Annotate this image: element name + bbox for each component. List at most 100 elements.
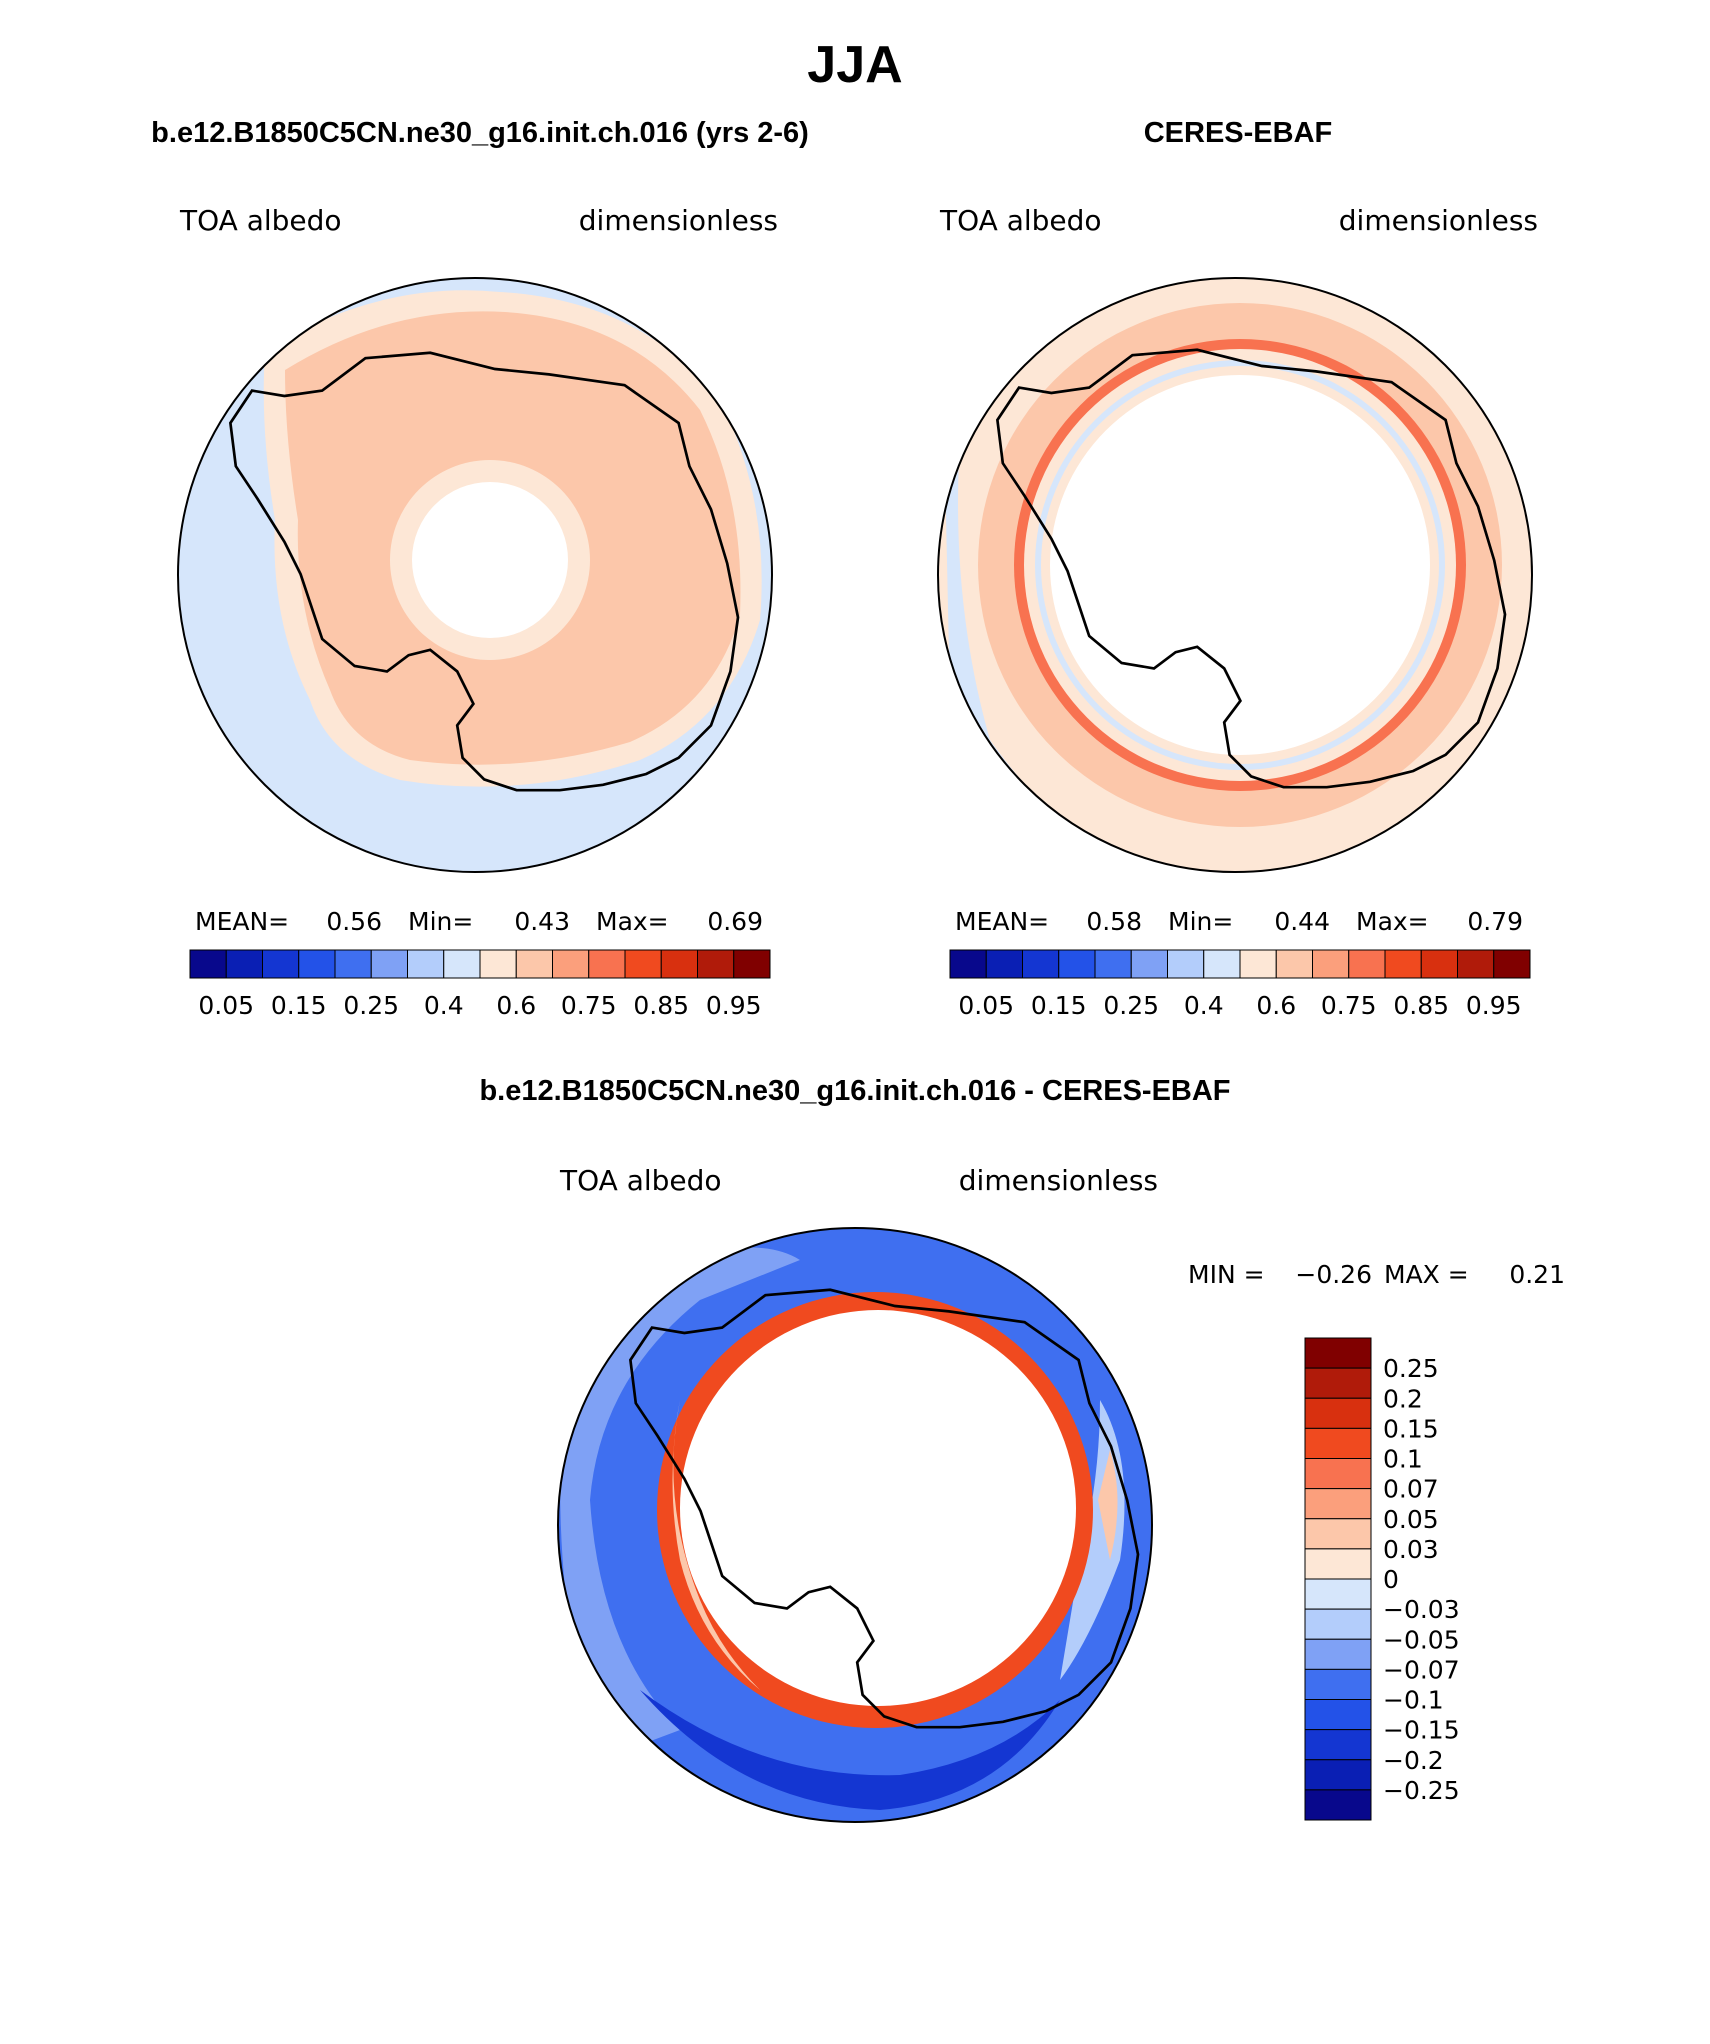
max-label: MAX =: [1384, 1260, 1469, 1289]
colorbar-obs-swatch: [1275, 949, 1313, 979]
colorbar-obs-swatch: [1420, 949, 1458, 979]
colorbar-difference-tick-label: −0.25: [1383, 1776, 1460, 1805]
colorbar-difference-tick-label: 0: [1383, 1565, 1399, 1594]
min-label: Min=: [408, 907, 473, 936]
colorbar-difference-tick-label: 0.25: [1383, 1354, 1439, 1383]
colorbar-difference-swatch: [1304, 1427, 1372, 1459]
max-value: 0.79: [1467, 907, 1523, 936]
colorbar-model-swatch: [262, 949, 300, 979]
max-value: 0.21: [1509, 1260, 1565, 1289]
colorbar-model-tick-label: 0.4: [424, 991, 464, 1020]
colorbar-obs-swatch: [1384, 949, 1422, 979]
colorbar-obs-swatch: [1493, 949, 1531, 979]
colorbar-obs-tick-label: 0.05: [958, 991, 1014, 1020]
colorbar-model-tick-label: 0.85: [633, 991, 689, 1020]
colorbar-model-tick-label: 0.05: [198, 991, 254, 1020]
map-difference: [558, 1228, 1152, 1822]
colorbar-obs-swatch: [949, 949, 987, 979]
colorbar-difference-swatch: [1304, 1458, 1372, 1490]
colorbar-difference-tick-label: 0.07: [1383, 1475, 1439, 1504]
colorbar-obs-swatch: [1167, 949, 1205, 979]
colorbar-difference: 0.250.20.150.10.070.050.030−0.03−0.05 −0.…: [1304, 1337, 1460, 1821]
colorbar-difference-tick-label: 0.1: [1383, 1445, 1423, 1474]
colorbar-model-swatch: [588, 949, 626, 979]
colorbar-model-swatch: [225, 949, 263, 979]
variable-label: TOA albedo: [939, 204, 1102, 237]
colorbar-model-tick-label: 0.15: [271, 991, 327, 1020]
map-border: [177, 277, 773, 873]
colorbar-model: 0.05 0.15 0.25 0.4 0.6 0.75 0.85 0.95: [189, 949, 771, 1020]
units-label: dimensionless: [579, 204, 778, 237]
units-label: dimensionless: [1339, 204, 1538, 237]
colorbar-difference-tick-label: −0.1: [1383, 1686, 1444, 1715]
mean-value: 0.56: [326, 907, 382, 936]
colorbar-difference-tick-label: −0.03: [1383, 1595, 1460, 1624]
colorbar-difference-tick-label: 0.15: [1383, 1414, 1439, 1443]
colorbar-model-swatch: [515, 949, 553, 979]
colorbar-model-tick-label: 0.6: [496, 991, 536, 1020]
colorbar-difference-tick-label: −0.05: [1383, 1625, 1460, 1654]
colorbar-model-swatch: [479, 949, 517, 979]
colorbar-obs: 0.05 0.15 0.25 0.4 0.6 0.75 0.85 0.95: [949, 949, 1531, 1020]
min-value: −0.26: [1295, 1260, 1372, 1289]
colorbar-model-swatch: [370, 949, 408, 979]
colorbar-obs-swatch: [1457, 949, 1495, 979]
colorbar-model-swatch: [189, 949, 227, 979]
colorbar-difference-swatch: [1304, 1789, 1372, 1821]
min-value: 0.43: [514, 907, 570, 936]
mean-label: MEAN=: [195, 907, 289, 936]
colorbar-obs-swatch: [1022, 949, 1060, 979]
colorbar-difference-tick-label: 0.05: [1383, 1505, 1439, 1534]
colorbar-model-tick-label: 0.75: [561, 991, 617, 1020]
colorbar-model-tick-label: 0.25: [343, 991, 399, 1020]
panel-model: b.e12.B1850C5CN.ne30_g16.init.ch.016 (yr…: [151, 117, 809, 1020]
colorbar-obs-tick-label: 0.15: [1031, 991, 1087, 1020]
colorbar-obs-swatch: [1130, 949, 1168, 979]
colorbar-difference-swatch: [1304, 1367, 1372, 1399]
colorbar-difference-swatch: [1304, 1759, 1372, 1791]
mean-label: MEAN=: [955, 907, 1049, 936]
colorbar-model-tick-label: 0.95: [706, 991, 762, 1020]
colorbar-difference-tick-label: 0.2: [1383, 1384, 1423, 1413]
min-label: Min=: [1168, 907, 1233, 936]
colorbar-difference-swatch: [1304, 1548, 1372, 1580]
colorbar-obs-tick-label: 0.75: [1321, 991, 1377, 1020]
colorbar-difference-swatch: [1304, 1668, 1372, 1700]
colorbar-obs-tick-label: 0.95: [1466, 991, 1522, 1020]
colorbar-obs-tick-label: 0.6: [1256, 991, 1296, 1020]
panel-difference: b.e12.B1850C5CN.ne30_g16.init.ch.016 - C…: [479, 1075, 1565, 1823]
map-model: [178, 278, 772, 872]
figure-title: JJA: [807, 36, 902, 94]
max-label: Max=: [1356, 907, 1429, 936]
colorbar-obs-swatch: [1239, 949, 1277, 979]
colorbar-model-swatch: [298, 949, 336, 979]
colorbar-difference-swatch: [1304, 1608, 1372, 1640]
max-value: 0.69: [707, 907, 763, 936]
colorbar-difference-tick-label: 0.03: [1383, 1535, 1439, 1564]
colorbar-difference-swatch: [1304, 1699, 1372, 1731]
colorbar-difference-tick-label: −0.15: [1383, 1716, 1460, 1745]
colorbar-model-swatch: [407, 949, 445, 979]
colorbar-difference-swatch: [1304, 1337, 1372, 1369]
colorbar-model-swatch: [334, 949, 372, 979]
colorbar-obs-swatch: [1058, 949, 1096, 979]
colorbar-obs-tick-label: 0.85: [1393, 991, 1449, 1020]
colorbar-obs-swatch: [985, 949, 1023, 979]
map-border: [937, 277, 1533, 873]
colorbar-model-swatch: [552, 949, 590, 979]
variable-label: TOA albedo: [559, 1164, 722, 1197]
colorbar-difference-tick-label: −0.2: [1383, 1746, 1444, 1775]
colorbar-obs-swatch: [1312, 949, 1350, 979]
colorbar-obs-tick-label: 0.4: [1184, 991, 1224, 1020]
map-obs: [938, 278, 1532, 872]
colorbar-obs-swatch: [1094, 949, 1132, 979]
variable-label: TOA albedo: [179, 204, 342, 237]
colorbar-model-swatch: [443, 949, 481, 979]
colorbar-difference-swatch: [1304, 1729, 1372, 1761]
panel-title: b.e12.B1850C5CN.ne30_g16.init.ch.016 - C…: [479, 1075, 1230, 1107]
panel-title: b.e12.B1850C5CN.ne30_g16.init.ch.016 (yr…: [151, 117, 809, 149]
min-label: MIN =: [1188, 1260, 1265, 1289]
colorbar-difference-swatch: [1304, 1518, 1372, 1550]
map-border: [557, 1227, 1153, 1823]
colorbar-model-swatch: [624, 949, 662, 979]
